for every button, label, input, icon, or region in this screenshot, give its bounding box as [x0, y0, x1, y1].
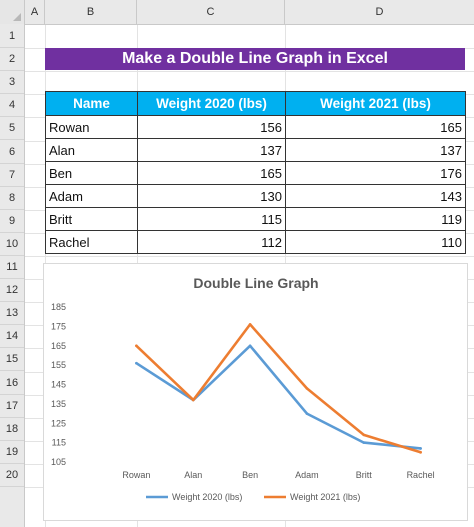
y-tick-label: 145 — [51, 380, 66, 390]
cell-weight-2020[interactable]: 112 — [137, 230, 286, 254]
data-point — [191, 398, 195, 402]
series-line-2021 — [135, 323, 422, 454]
double-line-chart[interactable]: Double Line Graph 105 115 125 135 145 155 165 17… — [43, 263, 468, 521]
row-header[interactable]: 13 — [0, 302, 24, 326]
header-name[interactable]: Name — [45, 91, 138, 116]
column-header-row: A B C D — [0, 0, 474, 25]
y-tick-label: 155 — [51, 360, 66, 370]
y-tick-label: 165 — [51, 341, 66, 351]
header-weight-2021[interactable]: Weight 2021 (lbs) — [285, 91, 466, 116]
column-header-a[interactable]: A — [25, 0, 45, 24]
weight-table: Name Weight 2020 (lbs) Weight 2021 (lbs)… — [45, 91, 466, 254]
row-header[interactable]: 11 — [0, 256, 24, 280]
row-header[interactable]: 15 — [0, 348, 24, 372]
row-header[interactable]: 3 — [0, 71, 24, 95]
cell-name[interactable]: Alan — [45, 138, 138, 162]
row-header[interactable]: 14 — [0, 325, 24, 349]
table-row: Alan 137 137 — [45, 138, 466, 162]
cell-weight-2021[interactable]: 176 — [285, 161, 466, 185]
cell-weight-2020[interactable]: 156 — [137, 115, 286, 139]
x-tick-label: Rachel — [407, 470, 435, 480]
data-point — [248, 344, 252, 348]
data-point — [362, 433, 366, 437]
cell-weight-2021[interactable]: 143 — [285, 184, 466, 208]
select-all-corner[interactable] — [0, 0, 25, 24]
cell-name[interactable]: Rachel — [45, 230, 138, 254]
y-tick-label: 135 — [51, 399, 66, 409]
row-gridline — [25, 256, 474, 257]
chart-title: Double Line Graph — [193, 275, 318, 291]
column-header-d[interactable]: D — [375, 6, 384, 18]
cell-name[interactable]: Ben — [45, 161, 138, 185]
cell-weight-2021[interactable]: 119 — [285, 207, 466, 231]
series-line-2020 — [135, 344, 422, 450]
row-header[interactable]: 19 — [0, 441, 24, 464]
header-weight-2020[interactable]: Weight 2020 (lbs) — [137, 91, 286, 116]
table-row: Rachel 112 110 — [45, 230, 466, 254]
cell-weight-2021[interactable]: 110 — [285, 230, 466, 254]
table-row: Rowan 156 165 — [45, 115, 466, 139]
select-all-triangle-icon — [13, 13, 21, 21]
x-tick-label: Ben — [242, 470, 258, 480]
cell-weight-2020[interactable]: 130 — [137, 184, 286, 208]
x-tick-label: Alan — [184, 470, 202, 480]
row-header[interactable]: 2 — [0, 48, 24, 72]
table-row: Ben 165 176 — [45, 161, 466, 185]
y-tick-label: 115 — [52, 438, 66, 448]
row-header[interactable]: 7 — [0, 164, 24, 187]
row-header-column: 1 2 3 4 5 6 7 8 9 10 11 12 13 14 15 16 17 18 19 20 — [0, 24, 25, 527]
row-header[interactable]: 1 — [0, 25, 24, 49]
legend-entry: Weight 2020 (lbs) — [172, 492, 242, 502]
row-header[interactable]: 10 — [0, 233, 24, 256]
data-point — [419, 447, 422, 450]
row-header[interactable]: 20 — [0, 464, 24, 487]
data-point — [135, 361, 138, 365]
cell-weight-2021[interactable]: 165 — [285, 115, 466, 139]
row-header[interactable]: 8 — [0, 187, 24, 210]
data-point — [248, 323, 252, 326]
row-header[interactable]: 18 — [0, 418, 24, 441]
row-header[interactable]: 16 — [0, 372, 24, 395]
y-tick-label: 125 — [51, 418, 66, 428]
cell-weight-2021[interactable]: 137 — [285, 138, 466, 162]
cell-name[interactable]: Adam — [45, 184, 138, 208]
row-header[interactable]: 5 — [0, 117, 24, 141]
row-header[interactable]: 12 — [0, 279, 24, 303]
x-tick-label: Britt — [356, 470, 373, 480]
table-header-row: Name Weight 2020 (lbs) Weight 2021 (lbs) — [45, 91, 466, 116]
data-point — [135, 344, 138, 348]
row-header[interactable]: 4 — [0, 94, 24, 118]
data-point — [305, 387, 309, 390]
sheet-title: Make a Double Line Graph in Excel — [45, 48, 465, 70]
y-tick-label: 105 — [51, 457, 66, 467]
data-point — [362, 441, 366, 444]
x-tick-label: Adam — [295, 470, 319, 480]
y-tick-label: 175 — [51, 321, 66, 331]
cell-weight-2020[interactable]: 115 — [137, 207, 286, 231]
row-header[interactable]: 17 — [0, 395, 24, 418]
chart-svg: Double Line Graph 105 115 125 135 145 155 165 17… — [51, 275, 435, 502]
table-row: Britt 115 119 — [45, 207, 466, 231]
column-header-c[interactable]: C — [137, 0, 285, 24]
row-header[interactable]: 9 — [0, 210, 24, 233]
legend-entry: Weight 2021 (lbs) — [290, 492, 360, 502]
row-gridline — [25, 71, 474, 73]
table-row: Adam 130 143 — [45, 184, 466, 208]
data-point — [305, 412, 309, 415]
column-header-b[interactable]: B — [45, 0, 137, 24]
cell-weight-2020[interactable]: 165 — [137, 161, 286, 185]
x-tick-label: Rowan — [122, 470, 150, 480]
cell-name[interactable]: Britt — [45, 207, 138, 231]
row-header[interactable]: 6 — [0, 141, 24, 164]
cell-name[interactable]: Rowan — [45, 115, 138, 139]
y-tick-label: 185 — [51, 302, 66, 312]
cell-weight-2020[interactable]: 137 — [137, 138, 286, 162]
data-point — [419, 451, 422, 454]
